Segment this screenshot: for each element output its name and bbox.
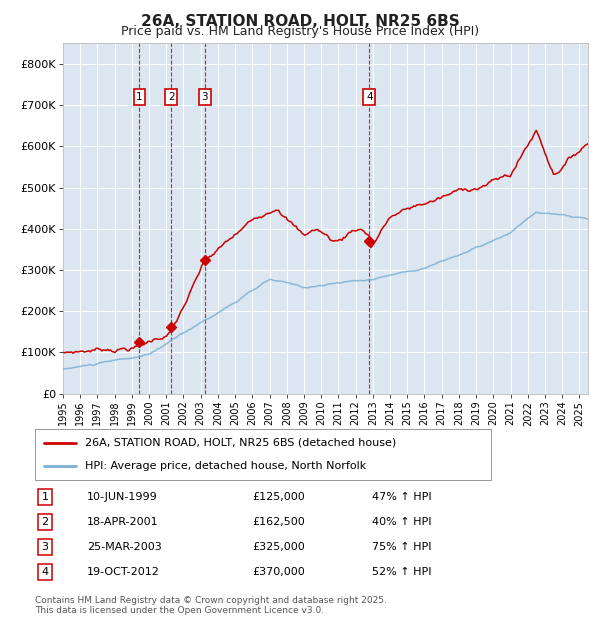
Text: 47% ↑ HPI: 47% ↑ HPI [372,492,431,502]
Text: Contains HM Land Registry data © Crown copyright and database right 2025.
This d: Contains HM Land Registry data © Crown c… [35,596,386,615]
Text: 1: 1 [136,92,143,102]
Text: 1: 1 [41,492,49,502]
Text: HPI: Average price, detached house, North Norfolk: HPI: Average price, detached house, Nort… [85,461,366,471]
Text: 2: 2 [168,92,175,102]
Text: £125,000: £125,000 [252,492,305,502]
Text: 26A, STATION ROAD, HOLT, NR25 6BS: 26A, STATION ROAD, HOLT, NR25 6BS [140,14,460,29]
Text: 4: 4 [41,567,49,577]
Text: 4: 4 [366,92,373,102]
Text: £162,500: £162,500 [252,517,305,527]
Text: 25-MAR-2003: 25-MAR-2003 [87,542,162,552]
Text: 75% ↑ HPI: 75% ↑ HPI [372,542,431,552]
Text: 19-OCT-2012: 19-OCT-2012 [87,567,160,577]
Text: 3: 3 [202,92,208,102]
Text: 10-JUN-1999: 10-JUN-1999 [87,492,158,502]
Text: 3: 3 [41,542,49,552]
Text: 52% ↑ HPI: 52% ↑ HPI [372,567,431,577]
Text: 18-APR-2001: 18-APR-2001 [87,517,158,527]
Text: 40% ↑ HPI: 40% ↑ HPI [372,517,431,527]
Text: £325,000: £325,000 [252,542,305,552]
Text: Price paid vs. HM Land Registry's House Price Index (HPI): Price paid vs. HM Land Registry's House … [121,25,479,38]
Text: 26A, STATION ROAD, HOLT, NR25 6BS (detached house): 26A, STATION ROAD, HOLT, NR25 6BS (detac… [85,438,396,448]
Text: 2: 2 [41,517,49,527]
Text: £370,000: £370,000 [252,567,305,577]
